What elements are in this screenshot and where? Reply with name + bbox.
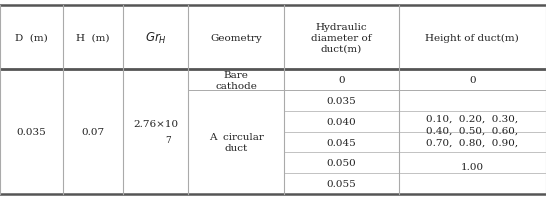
Text: D  (m): D (m) bbox=[15, 34, 48, 42]
Text: 7: 7 bbox=[165, 136, 171, 144]
Text: 0.045: 0.045 bbox=[327, 138, 356, 147]
Text: 0.07: 0.07 bbox=[81, 128, 104, 136]
Text: 0.035: 0.035 bbox=[327, 97, 356, 105]
Text: 0: 0 bbox=[338, 76, 345, 85]
Text: 0.050: 0.050 bbox=[327, 159, 356, 167]
Text: H  (m): H (m) bbox=[76, 34, 110, 42]
Text: Hydraulic
diameter of
duct(m): Hydraulic diameter of duct(m) bbox=[311, 22, 371, 54]
Text: $\mathit{Gr}_{H}$: $\mathit{Gr}_{H}$ bbox=[145, 30, 167, 46]
Text: Bare
cathode: Bare cathode bbox=[215, 70, 257, 90]
Text: Geometry: Geometry bbox=[210, 34, 262, 42]
Text: 0: 0 bbox=[469, 76, 476, 85]
Text: 0.040: 0.040 bbox=[327, 117, 356, 126]
Text: 2.76×10: 2.76×10 bbox=[133, 120, 178, 128]
Text: Height of duct(m): Height of duct(m) bbox=[425, 33, 519, 43]
Text: 0.10,  0.20,  0.30,
0.40,  0.50,  0.60,
0.70,  0.80,  0.90,

1.00: 0.10, 0.20, 0.30, 0.40, 0.50, 0.60, 0.70… bbox=[426, 114, 518, 171]
Text: 0.055: 0.055 bbox=[327, 179, 356, 188]
Text: A  circular
duct: A circular duct bbox=[209, 132, 264, 152]
Text: 0.035: 0.035 bbox=[16, 128, 46, 136]
